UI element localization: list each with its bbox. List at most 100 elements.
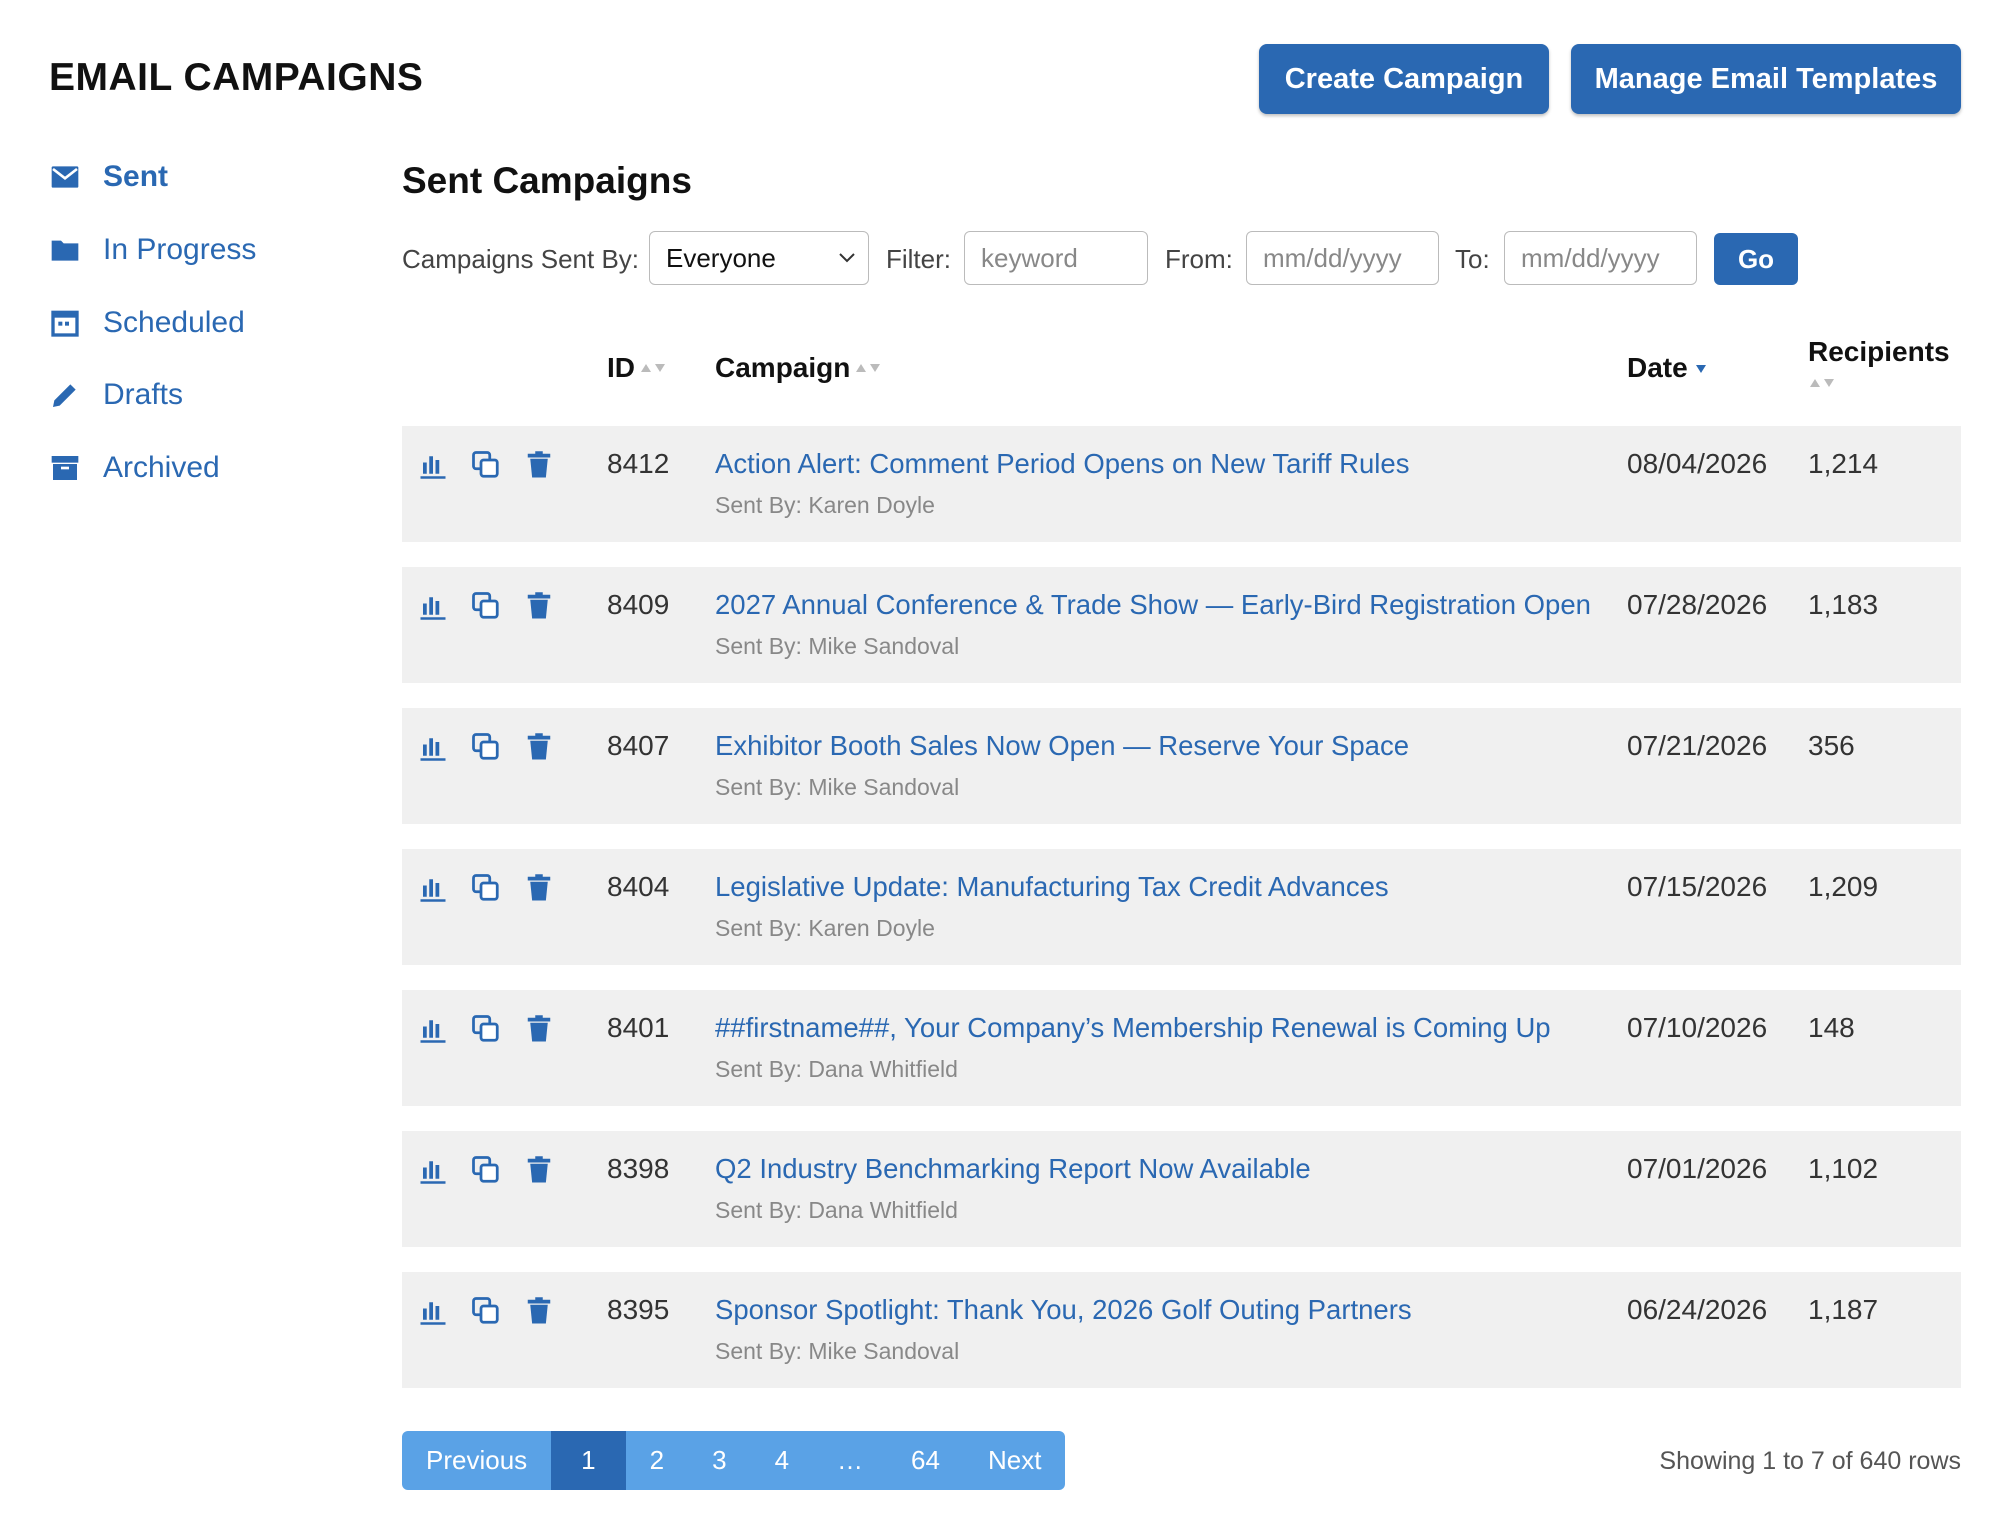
row-date: 07/15/2026 [1627,871,1768,902]
page-next[interactable]: Next [987,1445,1042,1475]
campaign-link[interactable]: Sponsor Spotlight: Thank You, 2026 Golf … [715,1294,1412,1325]
row-id: 8395 [607,1294,670,1325]
sent-by-select[interactable]: Everyone [649,231,869,285]
create-campaign-button[interactable]: Create Campaign [1259,44,1549,114]
delete-icon[interactable] [524,873,554,910]
placeholder: keyword [981,242,1078,273]
nav-archived[interactable]: Archived [49,448,220,488]
section-title: Sent Campaigns [402,160,692,201]
go-button[interactable]: Go [1714,233,1798,285]
delete-icon[interactable] [524,591,554,628]
select-value: Everyone [666,242,776,273]
table-row: 8409 2027 Annual Conference & Trade Show … [402,567,1961,683]
stats-icon[interactable] [418,1014,448,1051]
copy-icon[interactable] [471,1296,501,1333]
delete-icon-svg [527,592,551,619]
campaign-link[interactable]: ##firstname##, Your Company’s Membership… [715,1012,1551,1043]
stats-icon[interactable] [418,873,448,910]
col-id[interactable]: ID [607,352,669,384]
from-label: From: [1165,244,1233,274]
row-id: 8409 [607,589,670,620]
from-input[interactable]: mm/dd/yyyy [1246,231,1439,285]
campaign-link[interactable]: 2027 Annual Conference & Trade Show — Ea… [715,589,1591,620]
row-id: 8401 [607,1012,670,1043]
stats-icon[interactable] [418,591,448,628]
copy-icon[interactable] [471,1155,501,1192]
col-label: Campaign [715,352,851,383]
page-link[interactable]: 1 [551,1431,626,1490]
campaign-link[interactable]: Exhibitor Booth Sales Now Open — Reserve… [715,730,1409,761]
sent-by-label: Campaigns Sent By: [402,244,640,274]
nav-label: Scheduled [103,306,245,339]
page-link[interactable]: 2 [649,1445,665,1475]
stats-icon[interactable] [418,732,448,769]
row-recipients: 356 [1808,730,1855,761]
copy-icon[interactable] [471,732,501,769]
col-recipients[interactable]: Recipients [1808,336,1950,400]
page-previous[interactable]: Previous [426,1445,528,1475]
copy-icon-svg [472,592,499,619]
row-recipients: 1,183 [1808,589,1879,620]
sent-by: Sent By: Karen Doyle [715,492,935,518]
delete-icon-svg [527,1297,551,1324]
copy-icon[interactable] [471,591,501,628]
row-recipients: 148 [1808,1012,1855,1043]
chevron [839,253,855,263]
col-date[interactable]: Date [1627,352,1712,384]
page-link[interactable]: 3 [712,1445,727,1475]
row-id: 8407 [607,730,670,761]
stats-icon-svg [420,1020,446,1043]
row-date: 06/24/2026 [1627,1294,1768,1325]
nav-sent[interactable]: Sent [49,157,168,197]
manage-templates-button[interactable]: Manage Email Templates [1571,44,1961,114]
copy-icon-svg [472,451,499,478]
sort-desc [1695,365,1706,373]
nav-drafts[interactable]: Drafts [49,375,183,415]
table-row: 8412 Action Alert: Comment Period Opens o… [402,426,1961,542]
delete-icon[interactable] [524,1296,554,1333]
campaign-link[interactable]: Q2 Industry Benchmarking Report Now Avai… [715,1153,1311,1184]
stats-icon[interactable] [418,1296,448,1333]
nav-scheduled[interactable]: Scheduled [49,303,245,343]
table-row: 8395 Sponsor Spotlight: Thank You, 2026 G… [402,1272,1961,1388]
to-label: To: [1455,244,1490,274]
copy-icon[interactable] [471,450,501,487]
row-date: 07/10/2026 [1627,1012,1768,1043]
stats-icon[interactable] [418,1155,448,1192]
delete-icon[interactable] [524,732,554,769]
sent-by: Sent By: Dana Whitfield [715,1197,958,1223]
delete-icon[interactable] [524,1155,554,1192]
pencil-icon [53,384,76,407]
filter-input[interactable]: keyword [964,231,1148,285]
copy-icon[interactable] [471,1014,501,1051]
page-link[interactable]: … [837,1445,864,1475]
sent-by: Sent By: Mike Sandoval [715,1338,960,1364]
folder-icon [51,240,79,261]
sent-by: Sent By: Mike Sandoval [715,774,960,800]
row-recipients: 1,187 [1808,1294,1879,1325]
stats-icon-svg [420,456,446,479]
nav-in-progress[interactable]: In Progress [49,230,256,270]
campaign-link[interactable]: Action Alert: Comment Period Opens on Ne… [715,448,1410,479]
sort-arrows [856,364,881,372]
copy-icon[interactable] [471,873,501,910]
page-link[interactable]: 64 [911,1445,940,1475]
table-row: 8398 Q2 Industry Benchmarking Report Now … [402,1131,1961,1247]
stats-icon[interactable] [418,450,448,487]
delete-icon[interactable] [524,1014,554,1051]
page-link[interactable]: 4 [774,1445,790,1475]
col-campaign[interactable]: Campaign [715,352,884,384]
table-row: 8404 Legislative Update: Manufacturing Ta… [402,849,1961,965]
delete-icon-svg [527,451,551,478]
delete-icon[interactable] [524,450,554,487]
to-input[interactable]: mm/dd/yyyy [1504,231,1697,285]
sent-by: Sent By: Mike Sandoval [715,633,960,659]
sort-arrows [641,364,665,372]
table-row: 8407 Exhibitor Booth Sales Now Open — Res… [402,708,1961,824]
placeholder: mm/dd/yyyy [1521,242,1660,273]
placeholder: mm/dd/yyyy [1263,242,1402,273]
campaign-link[interactable]: Legislative Update: Manufacturing Tax Cr… [715,871,1389,902]
delete-icon-svg [527,874,551,901]
row-recipients: 1,214 [1808,448,1879,479]
